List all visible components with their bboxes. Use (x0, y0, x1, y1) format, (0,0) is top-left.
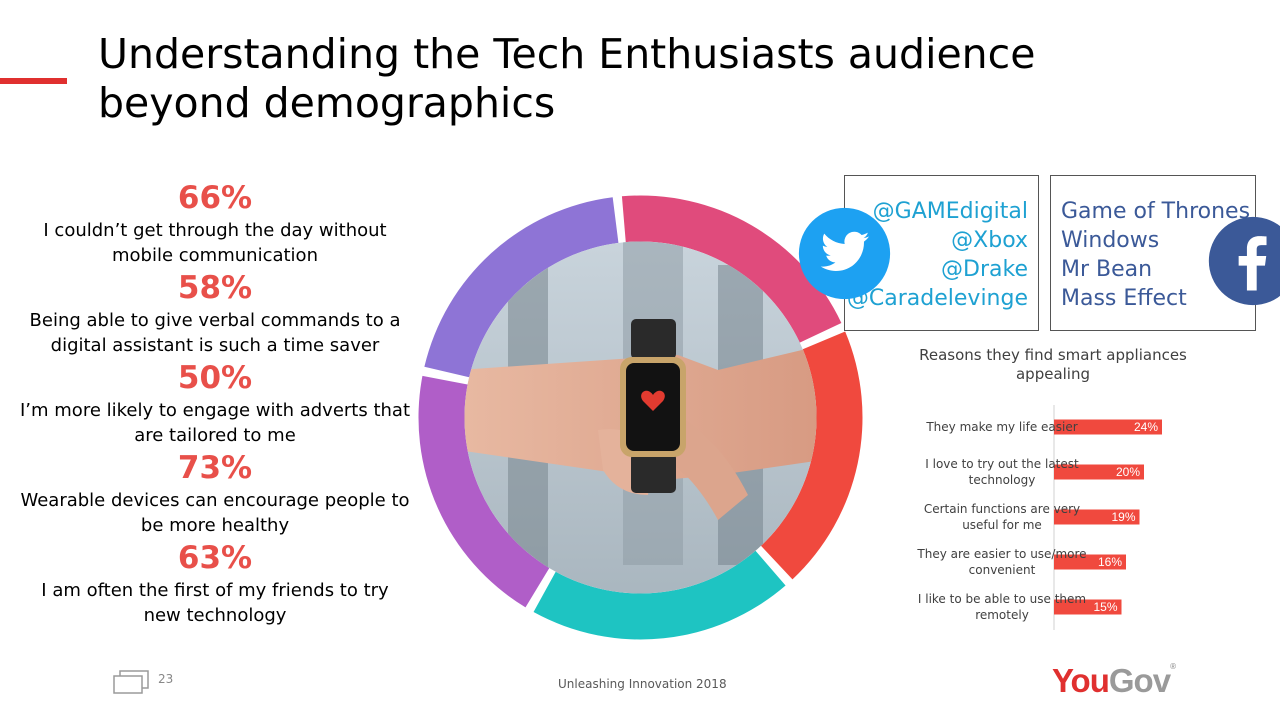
stat-percent: 58% (177, 270, 253, 306)
stat-item: 66% I couldn’t get through the day witho… (0, 178, 430, 268)
bar-value-label: 20% (1116, 465, 1140, 479)
stat-text-line: be more healthy (140, 515, 290, 536)
bar-chart-title: Reasons they find smart appliances appea… (919, 346, 1187, 383)
bar-category-label: They are easier to use/more (916, 547, 1086, 561)
twitter-handle[interactable]: @Xbox (951, 228, 1028, 253)
twitter-bird-icon (798, 207, 891, 300)
bar (1054, 419, 1162, 435)
facebook-f-icon (1208, 216, 1280, 306)
facebook-pages-box: Game of Thrones Windows Mr Bean Mass Eff… (1050, 175, 1256, 331)
donut-ring (418, 195, 863, 640)
stat-percent: 63% (177, 540, 253, 576)
logo-reg: ® (1170, 662, 1176, 671)
facebook-page[interactable]: Windows (1061, 228, 1160, 253)
page-number: 23 (158, 672, 174, 686)
bar-value-label: 15% (1093, 600, 1117, 614)
smartwatch-photo (464, 241, 817, 594)
bar-chart: 24% They make my life easier 20% I love to … (916, 405, 1162, 630)
bar-category-label: They make my life easier (925, 420, 1077, 434)
bar-category-label: technology (969, 473, 1036, 487)
footer-text: Unleashing Innovation 2018 (558, 677, 727, 691)
twitter-handle[interactable]: @Drake (941, 257, 1028, 282)
bar-value-label: 16% (1098, 555, 1122, 569)
stat-text-line: Wearable devices can encourage people to (20, 490, 410, 511)
bar-value-label: 24% (1134, 420, 1158, 434)
bar-category-label: I love to try out the latest (925, 457, 1079, 471)
stats-list: 66% I couldn’t get through the day witho… (0, 178, 430, 628)
stat-text-line: mobile communication (112, 245, 318, 266)
bar (1054, 464, 1144, 480)
donut-segment (418, 375, 550, 608)
logo-you: You (1052, 662, 1110, 699)
bar-value-label: 19% (1111, 510, 1135, 524)
yougov-logo: YouGov® (1052, 662, 1176, 700)
bar (1054, 599, 1122, 615)
donut-segment (533, 550, 786, 640)
stat-percent: 73% (177, 450, 253, 486)
bar (1054, 509, 1140, 525)
facebook-page[interactable]: Mr Bean (1061, 257, 1153, 282)
bar-category-label: I like to be able to use them (918, 592, 1086, 606)
stat-text-line: I’m more likely to engage with adverts t… (19, 400, 411, 421)
donut-segment (760, 331, 863, 580)
stat-item: 58% Being able to give verbal commands t… (0, 268, 430, 358)
stat-text-line: new technology (143, 605, 287, 626)
stat-item: 50% I’m more likely to engage with adver… (0, 358, 430, 448)
stat-text-line: digital assistant is such a time saver (50, 335, 380, 356)
accent-bar (0, 78, 67, 84)
stat-text-line: I am often the first of my friends to tr… (41, 580, 389, 601)
slide-title: Understanding the Tech Enthusiasts audie… (98, 30, 1158, 128)
bar-category-label: convenient (969, 563, 1036, 577)
stat-item: 63% I am often the first of my friends t… (0, 538, 430, 628)
twitter-handle[interactable]: @GAMEdigital (872, 199, 1028, 224)
stat-text-line: are tailored to me (134, 425, 296, 446)
stat-item: 73% Wearable devices can encourage peopl… (0, 448, 430, 538)
donut-segment (424, 197, 619, 378)
bar (1054, 554, 1126, 570)
bar-category-label: useful for me (962, 518, 1042, 532)
slides-icon (113, 670, 149, 694)
stat-text-line: Being able to give verbal commands to a (29, 310, 401, 331)
bar-category-label: Certain functions are very (924, 502, 1080, 516)
facebook-page[interactable]: Game of Thrones (1061, 199, 1251, 224)
donut-segment (621, 195, 842, 343)
twitter-handle[interactable]: @Caradelevinge (846, 286, 1028, 311)
logo-gov: Gov (1108, 662, 1171, 699)
stat-percent: 66% (177, 180, 253, 216)
title-line-2: beyond demographics (98, 79, 556, 127)
facebook-page[interactable]: Mass Effect (1061, 286, 1187, 311)
stat-text-line: I couldn’t get through the day without (43, 220, 387, 241)
bar-category-label: remotely (975, 608, 1029, 622)
stat-percent: 50% (177, 360, 253, 396)
title-line-1: Understanding the Tech Enthusiasts audie… (98, 30, 1036, 78)
